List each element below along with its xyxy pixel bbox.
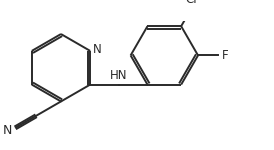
- Text: Cl: Cl: [185, 0, 197, 6]
- Text: HN: HN: [110, 69, 128, 82]
- Text: F: F: [222, 49, 228, 62]
- Text: N: N: [2, 124, 12, 137]
- Text: N: N: [93, 43, 102, 56]
